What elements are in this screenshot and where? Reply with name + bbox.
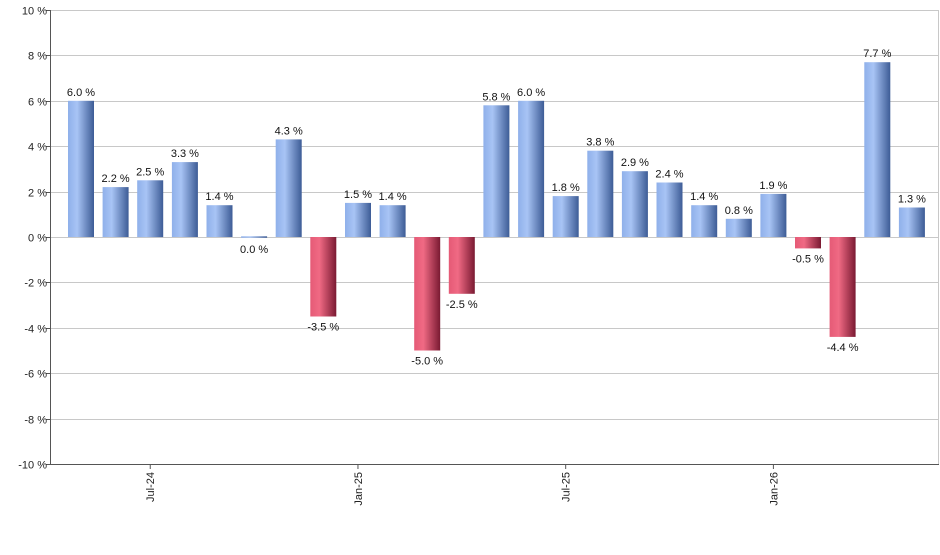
data-label: -5.0 % bbox=[411, 356, 443, 368]
data-labels: 6.0 % 2.2 % 2.5 % 3.3 % 1.4 % 0.0 % 4.3 % -3.5 … bbox=[67, 48, 926, 367]
data-label: 6.0 % bbox=[517, 87, 545, 99]
data-label: -3.5 % bbox=[307, 322, 339, 334]
bar bbox=[241, 236, 268, 238]
y-tick-label: -2 % bbox=[24, 278, 47, 290]
bar bbox=[656, 182, 683, 237]
y-tick-label: 6 % bbox=[28, 97, 47, 109]
bar bbox=[379, 205, 406, 237]
bar bbox=[68, 100, 94, 237]
bar bbox=[691, 205, 718, 237]
data-label: 1.4 % bbox=[205, 191, 233, 203]
bar bbox=[345, 202, 371, 237]
y-tick-label: 2 % bbox=[28, 188, 47, 200]
x-tick-label: Jan-26 bbox=[768, 472, 780, 506]
bar bbox=[102, 187, 129, 237]
x-tick-label: Jul-24 bbox=[145, 472, 157, 502]
data-label: 2.4 % bbox=[655, 169, 683, 181]
bar bbox=[829, 237, 856, 337]
data-label: 3.8 % bbox=[586, 137, 614, 149]
data-label: 1.8 % bbox=[552, 182, 580, 194]
bar bbox=[518, 100, 545, 237]
bar bbox=[310, 237, 337, 317]
data-label: 0.0 % bbox=[240, 244, 268, 256]
data-label: 6.0 % bbox=[67, 87, 95, 99]
data-label: 2.9 % bbox=[621, 157, 649, 169]
y-tick-label: 4 % bbox=[28, 142, 47, 154]
bar bbox=[171, 162, 198, 237]
y-tick-label: 10 % bbox=[22, 6, 47, 18]
data-label: 2.5 % bbox=[136, 166, 164, 178]
y-tick-label: -10 % bbox=[18, 460, 47, 472]
data-label: 1.9 % bbox=[759, 180, 787, 192]
x-tick-label: Jan-25 bbox=[353, 472, 365, 506]
bars bbox=[68, 62, 925, 351]
data-label: 5.8 % bbox=[482, 91, 510, 103]
bar bbox=[275, 139, 302, 237]
data-label: 1.4 % bbox=[379, 191, 407, 203]
bar bbox=[587, 150, 614, 237]
data-label: -2.5 % bbox=[446, 299, 478, 311]
bar bbox=[864, 62, 891, 238]
bar bbox=[760, 193, 787, 237]
y-tick-label: 0 % bbox=[28, 233, 47, 245]
x-tick-label: Jul-25 bbox=[561, 472, 573, 502]
data-label: 0.8 % bbox=[725, 205, 753, 217]
bar bbox=[552, 196, 579, 237]
y-axis: 10 % 8 % 6 % 4 % 2 % 0 % -2 % -4 % -6 % -8 % -10 % bbox=[18, 6, 51, 472]
bar bbox=[898, 207, 925, 237]
data-label: -4.4 % bbox=[827, 342, 859, 354]
data-label: 1.4 % bbox=[690, 191, 718, 203]
data-label: 3.3 % bbox=[171, 148, 199, 160]
y-tick-label: -4 % bbox=[24, 324, 47, 336]
bar bbox=[137, 180, 164, 238]
bar bbox=[483, 105, 510, 237]
data-label: 1.3 % bbox=[898, 194, 926, 206]
y-tick-label: 8 % bbox=[28, 51, 47, 63]
data-label: 1.5 % bbox=[344, 189, 372, 201]
bar bbox=[725, 218, 752, 237]
bar bbox=[795, 237, 821, 249]
bar bbox=[621, 171, 648, 237]
data-label: 4.3 % bbox=[275, 125, 303, 137]
bar bbox=[206, 205, 233, 237]
bar bbox=[448, 237, 475, 294]
x-axis: Jul-24 Jan-25 Jul-25 Jan-26 bbox=[50, 464, 939, 506]
data-label: -0.5 % bbox=[792, 253, 824, 265]
data-label: 7.7 % bbox=[863, 48, 891, 60]
data-label: 2.2 % bbox=[102, 173, 130, 185]
y-tick-label: -6 % bbox=[24, 369, 47, 381]
y-tick-label: -8 % bbox=[24, 415, 47, 427]
bar bbox=[414, 237, 441, 351]
